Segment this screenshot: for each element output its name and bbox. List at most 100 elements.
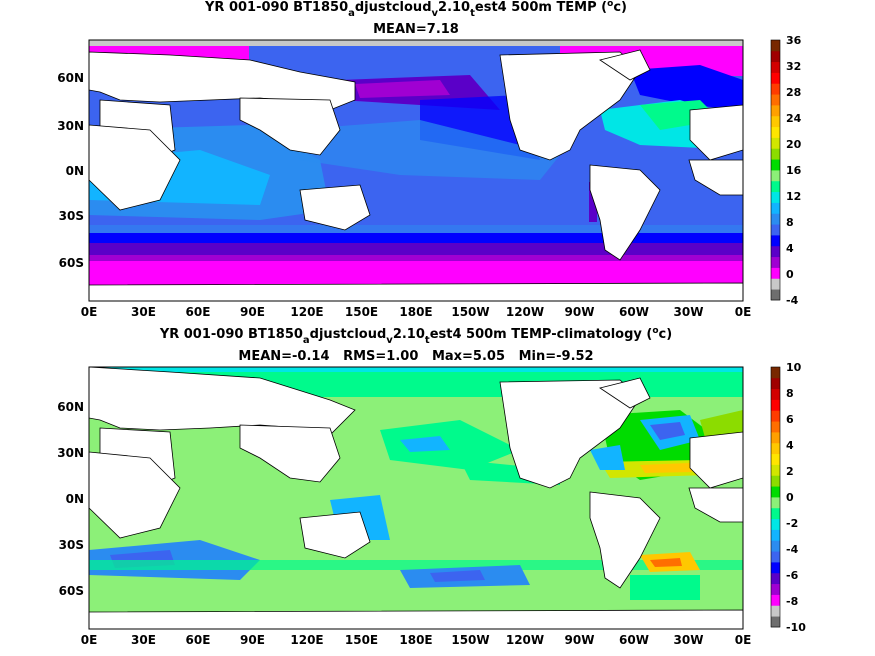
colorbar-swatch [771, 453, 780, 465]
bottom-x-tick: 30E [131, 633, 156, 647]
colorbar-swatch [771, 551, 780, 563]
top-cb-tick: 20 [786, 138, 802, 151]
bottom-y-tick: 60S [59, 584, 84, 598]
colorbar-swatch [771, 289, 780, 301]
colorbar-swatch [771, 148, 780, 160]
bottom-x-tick: 30W [674, 633, 704, 647]
colorbar-swatch [771, 486, 780, 498]
top-y-tick: 30N [57, 119, 84, 133]
top-x-tick: 90E [240, 305, 265, 319]
colorbar-swatch [771, 377, 780, 390]
top-x-tick: 150W [451, 305, 489, 319]
bottom-cb-tick: -4 [786, 543, 799, 556]
colorbar-swatch [771, 367, 780, 379]
top-y-tick: 0N [66, 164, 84, 178]
bottom-subtitle: MEAN=-0.14 RMS=1.00 Max=5.05 Min=-9.52 [238, 349, 593, 364]
bottom-colorbar-ticks: 10 8 6 4 2 0 -2 -4 -6 -8 -10 [786, 361, 806, 634]
colorbar-swatch [771, 605, 780, 617]
colorbar-swatch [771, 464, 780, 476]
top-cb-tick: 12 [786, 190, 801, 203]
colorbar-swatch [771, 83, 780, 95]
top-x-tick: 180E [399, 305, 432, 319]
bottom-x-ticks: 0E 30E 60E 90E 120E 150E 180E 150W 120W … [81, 633, 752, 647]
colorbar-swatch [771, 507, 780, 520]
colorbar-swatch [771, 137, 780, 149]
top-y-tick: 30S [59, 209, 84, 223]
top-x-tick: 150E [345, 305, 378, 319]
bottom-map-frame [88, 366, 744, 630]
bottom-cb-tick: 8 [786, 387, 794, 400]
colorbar-swatch [771, 421, 780, 433]
colorbar-swatch [771, 529, 780, 541]
top-title: YR 001-090 BT1850adjustcloudv2.10test4 5… [204, 0, 627, 19]
bottom-x-tick: 150E [345, 633, 378, 647]
colorbar-swatch [771, 202, 780, 214]
colorbar-swatch [771, 235, 780, 247]
bottom-y-tick: 0N [66, 492, 84, 506]
colorbar-frame [770, 366, 781, 628]
colorbar-swatch [771, 256, 780, 268]
colorbar-swatch [771, 159, 780, 171]
top-x-tick: 60W [619, 305, 649, 319]
top-x-tick: 0E [735, 305, 752, 319]
top-cb-tick: 0 [786, 268, 794, 281]
colorbar-swatch [771, 583, 780, 595]
bottom-x-tick: 150W [451, 633, 489, 647]
colorbar-swatch [771, 115, 780, 128]
bottom-cb-tick: 0 [786, 491, 794, 504]
top-x-tick: 120W [506, 305, 544, 319]
top-cb-tick: 8 [786, 216, 794, 229]
colorbar-swatch [771, 267, 780, 279]
bottom-cb-tick: -6 [786, 569, 799, 582]
bottom-y-tick: 30N [57, 446, 84, 460]
top-cb-tick: 32 [786, 60, 801, 73]
colorbar-swatch [771, 191, 780, 203]
bottom-x-tick: 120E [290, 633, 323, 647]
top-y-ticks: 60N 30N 0N 30S 60S [57, 71, 84, 270]
colorbar-swatch [771, 518, 780, 530]
bottom-y-tick: 30S [59, 538, 84, 552]
top-subtitle: MEAN=7.18 [373, 22, 459, 37]
bottom-cb-tick: 6 [786, 413, 794, 426]
top-map-field [89, 40, 743, 301]
top-x-tick: 0E [81, 305, 98, 319]
colorbar-swatch [771, 170, 780, 182]
colorbar-swatch [771, 61, 780, 73]
colorbar-swatch [771, 572, 780, 585]
top-cb-tick: 36 [786, 34, 802, 47]
colorbar-swatch [771, 410, 780, 422]
top-cb-tick: 24 [786, 112, 802, 125]
top-x-tick: 90W [565, 305, 595, 319]
colorbar-swatch [771, 278, 780, 290]
bottom-y-ticks: 60N 30N 0N 30S 60S [57, 400, 84, 598]
bottom-map-field [89, 367, 743, 629]
colorbar-swatch [771, 245, 780, 258]
colorbar-swatch [771, 399, 780, 411]
colorbar-swatch [771, 180, 780, 193]
bottom-cb-tick: -2 [786, 517, 798, 530]
top-x-tick: 60E [186, 305, 211, 319]
colorbar-swatch [771, 594, 780, 606]
bottom-colorbar [770, 366, 781, 628]
colorbar-swatch [771, 616, 780, 628]
top-panel: YR 001-090 BT1850adjustcloudv2.10test4 5… [57, 0, 801, 319]
top-cb-tick: -4 [786, 294, 799, 307]
colorbar-swatch [771, 475, 780, 487]
top-cb-tick: 4 [786, 242, 794, 255]
colorbar-swatch [771, 224, 780, 236]
top-map-frame [88, 39, 744, 302]
bottom-cb-tick: 10 [786, 361, 802, 374]
top-y-tick: 60N [57, 71, 84, 85]
top-y-tick: 60S [59, 256, 84, 270]
top-x-tick: 30E [131, 305, 156, 319]
colorbar-swatch [771, 388, 780, 400]
colorbar-swatch [771, 442, 780, 455]
colorbar-swatch [771, 562, 780, 574]
colorbar-swatch [771, 540, 780, 552]
bottom-x-tick: 90E [240, 633, 265, 647]
bottom-y-tick: 60N [57, 400, 84, 414]
bottom-panel: YR 001-090 BT1850adjustcloudv2.10test4 5… [57, 326, 806, 647]
colorbar-swatch [771, 94, 780, 106]
top-x-tick: 120E [290, 305, 323, 319]
